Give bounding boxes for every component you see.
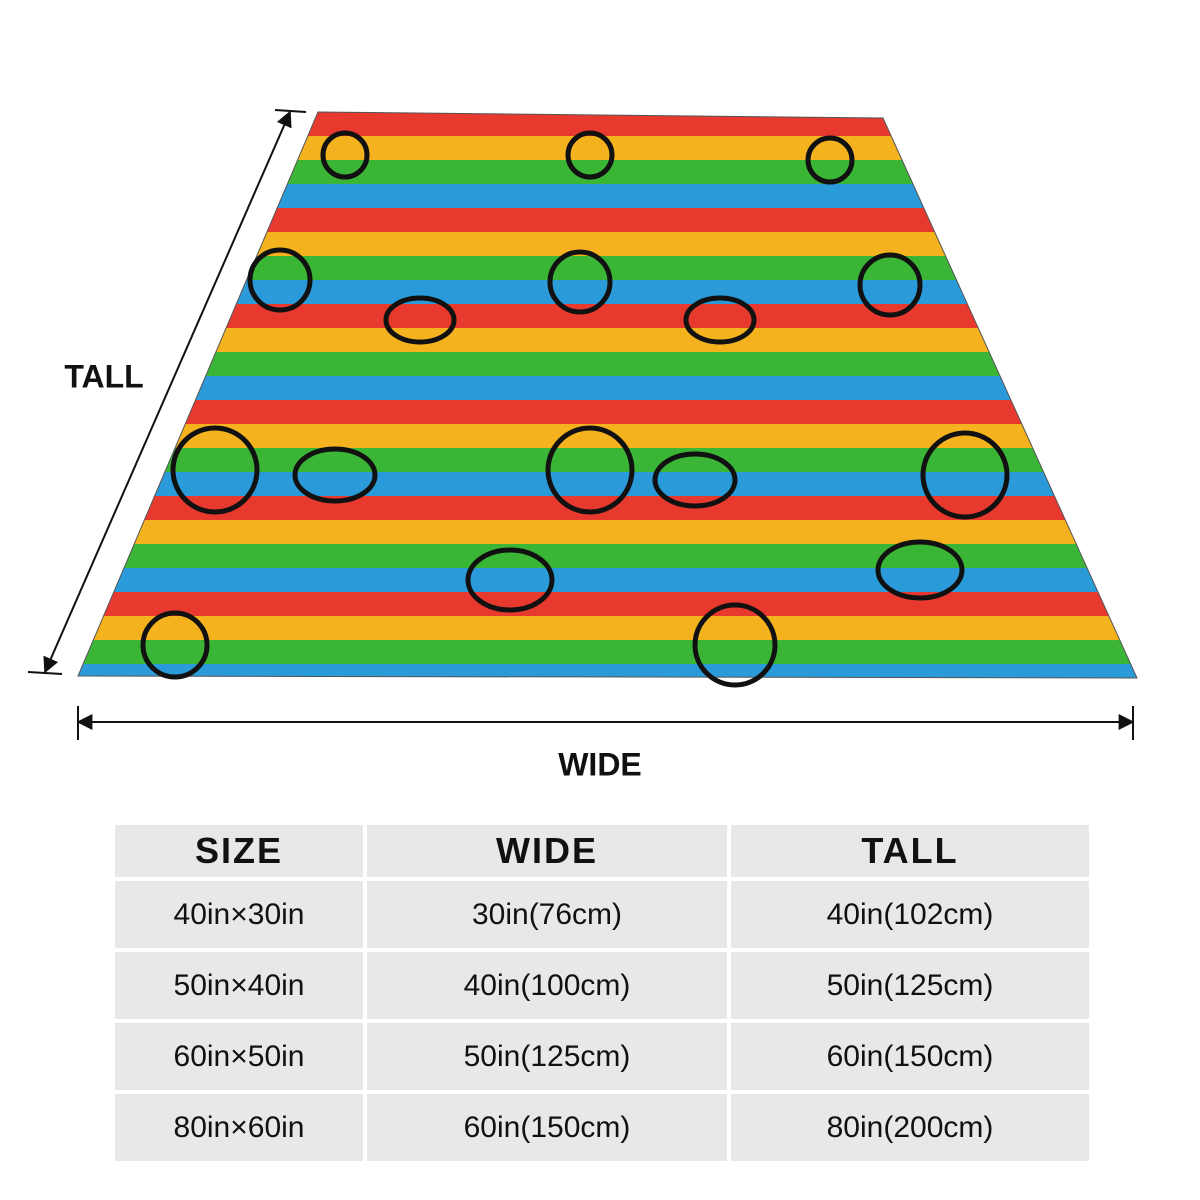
table-cell: 60in(150cm) xyxy=(731,1023,1089,1090)
size-table: SIZE WIDE TALL 40in×30in 30in(76cm) 40in(102c… xyxy=(115,825,1089,1161)
table-cell: 50in×40in xyxy=(115,952,363,1019)
table-cell: 40in(102cm) xyxy=(731,881,1089,948)
table-cell: 50in(125cm) xyxy=(731,952,1089,1019)
blanket xyxy=(77,111,1138,679)
table-cell: 40in(100cm) xyxy=(367,952,727,1019)
table-cell: 30in(76cm) xyxy=(367,881,727,948)
blanket-illustration xyxy=(27,109,1138,740)
table-header-cell: TALL xyxy=(731,825,1089,877)
table-cell: 40in×30in xyxy=(115,881,363,948)
table-cell: 60in(150cm) xyxy=(367,1094,727,1161)
table-cell: 60in×50in xyxy=(115,1023,363,1090)
tall-label: TALL xyxy=(64,358,144,395)
table-cell: 50in(125cm) xyxy=(367,1023,727,1090)
wide-label: WIDE xyxy=(558,746,642,783)
tall-arrow xyxy=(27,109,307,675)
table-header-cell: WIDE xyxy=(367,825,727,877)
table-cell: 80in(200cm) xyxy=(731,1094,1089,1161)
wide-arrow xyxy=(76,706,1135,740)
table-header-cell: SIZE xyxy=(115,825,363,877)
table-cell: 80in×60in xyxy=(115,1094,363,1161)
